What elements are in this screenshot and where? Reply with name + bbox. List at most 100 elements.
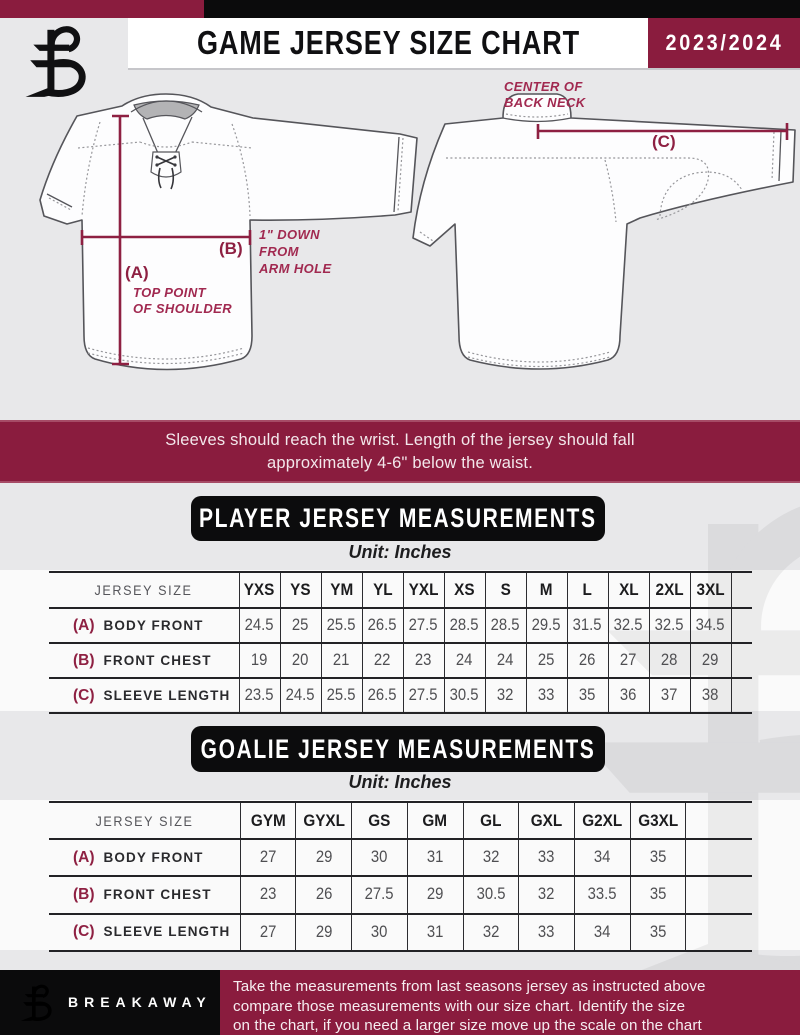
measurement-value: 29.5 [526, 607, 568, 643]
measurement-value: 31 [407, 837, 464, 877]
measurement-value: 34 [574, 912, 631, 952]
footer-instruction-line: compare those measurements with our size… [233, 997, 686, 1015]
measurement-key: (B) [73, 885, 95, 903]
player-size-table: JERSEY SIZE YXS YS YM YL YXL XS S M L XL 2XL 3XL (A) B… [49, 571, 752, 714]
armhole-note: 1" DOWN FROM ARM HOLE [259, 227, 332, 276]
measurement-value-text: 31 [426, 922, 444, 941]
measurement-value-text: 32.5 [655, 616, 684, 634]
measurement-value-text: 37 [661, 686, 678, 704]
measurement-value: 35 [630, 875, 687, 914]
footer-instruction-line: Take the measurements from last seasons … [233, 978, 706, 995]
measurement-value-text: 25.5 [327, 616, 356, 634]
measurement-row-label: (C) SLEEVE LENGTH [49, 677, 240, 714]
measurement-value: 25 [280, 607, 322, 643]
measurement-value: 30 [351, 912, 408, 952]
measurement-value-text: 23 [259, 885, 277, 904]
measurement-value: 27 [240, 837, 297, 877]
measurement-value-text: 31 [426, 848, 444, 867]
goalie-section-title: GOALIE JERSEY MEASUREMENTS [200, 733, 596, 764]
header-divider [128, 68, 800, 70]
measurement-value-text: 32 [497, 686, 514, 704]
top-accent-bar [0, 0, 800, 18]
fit-note-line: approximately 4-6" below the waist. [267, 453, 533, 472]
stub-cell [731, 607, 752, 643]
measurement-value: 33 [526, 677, 568, 714]
measurement-value-text: 25 [538, 651, 555, 669]
size-column-label: YS [290, 580, 311, 599]
measurement-row-label: (A) BODY FRONT [49, 837, 241, 877]
measurement-value: 33 [518, 912, 575, 952]
measurement-value: 35 [630, 837, 687, 877]
stub-cell [731, 642, 752, 678]
size-column-label: GYXL [302, 810, 345, 830]
measurement-value: 25.5 [321, 607, 363, 643]
title-bar: GAME JERSEY SIZE CHART [128, 18, 648, 68]
measurement-value: 20 [280, 642, 322, 678]
measurement-value: 35 [567, 677, 609, 714]
measurement-key: (A) [73, 848, 95, 866]
measurement-value: 23 [403, 642, 445, 678]
measurement-row-label: (A) BODY FRONT [49, 607, 240, 643]
measurement-row: (B) FRONT CHEST 19 20 21 22 23 24 24 25 26 27 28 29 [49, 642, 752, 678]
measurement-value-text: 32.5 [614, 616, 643, 634]
measurement-value: 22 [362, 642, 404, 678]
measurement-value: 28 [649, 642, 691, 678]
measurement-value: 28.5 [444, 607, 486, 643]
measurement-value: 32 [485, 677, 527, 714]
goalie-section-banner: GOALIE JERSEY MEASUREMENTS [191, 726, 605, 772]
goalie-unit-label: Unit: Inches [348, 772, 452, 792]
size-column-label: GXL [530, 810, 563, 830]
measurement-value: 24 [485, 642, 527, 678]
measurement-value: 19 [239, 642, 281, 678]
measurement-value-text: 29 [426, 885, 444, 904]
measurement-value-text: 35 [649, 885, 667, 904]
breakaway-footer-logo-icon [20, 981, 60, 1024]
measurement-value: 26.5 [362, 677, 404, 714]
size-column-xs: XS [444, 571, 486, 608]
measurement-row: (C) SLEEVE LENGTH 27 29 30 31 32 33 34 35 [49, 912, 752, 952]
measurement-value: 32.5 [649, 607, 691, 643]
measurement-value-text: 21 [333, 651, 350, 669]
size-column-yxs: YXS [239, 571, 281, 608]
measurement-row: (A) BODY FRONT 27 29 30 31 32 33 34 35 [49, 837, 752, 877]
measurement-value-text: 32 [482, 848, 500, 867]
footer-brand-block: BREAKAWAY [0, 970, 220, 1035]
size-column-yxl: YXL [403, 571, 445, 608]
size-column-label: L [582, 580, 593, 599]
measurement-value-text: 30.5 [476, 885, 506, 904]
stub-cell [731, 677, 752, 714]
size-column-gs: GS [351, 801, 408, 839]
measurement-value-text: 24 [456, 651, 473, 669]
measurement-value: 23 [240, 875, 297, 914]
measurement-row-label: (B) FRONT CHEST [49, 875, 241, 914]
footer-instruction-line: on the chart, if you need a larger size … [233, 1017, 702, 1034]
size-column-label: YM [330, 580, 353, 599]
measurement-value-text: 35 [579, 686, 596, 704]
measurement-value-text: 27.5 [409, 686, 438, 704]
size-column-label: 3XL [696, 580, 725, 599]
measurement-row: (B) FRONT CHEST 23 26 27.5 29 30.5 32 33.5 35 [49, 875, 752, 914]
size-column-gyxl: GYXL [295, 801, 353, 839]
measurement-value-text: 24.5 [245, 616, 274, 634]
size-column-label: XS [454, 580, 475, 599]
measurement-value: 31 [407, 912, 464, 952]
measurement-value-text: 25.5 [327, 686, 356, 704]
measurement-value: 24.5 [239, 607, 281, 643]
measurement-value: 32.5 [608, 607, 650, 643]
stub-cell [685, 837, 752, 877]
measurement-value-text: 27 [620, 651, 637, 669]
measurement-value: 29 [407, 875, 464, 914]
measurement-value-text: 22 [374, 651, 391, 669]
measurement-value: 27.5 [403, 607, 445, 643]
measurement-value: 33.5 [574, 875, 631, 914]
measurement-value-text: 28 [661, 651, 678, 669]
size-column-label: GL [480, 810, 502, 830]
measurement-value-text: 28.5 [491, 616, 520, 634]
measurement-value: 34.5 [690, 607, 732, 643]
measurement-value-text: 29 [702, 651, 719, 669]
measurement-row-label: (C) SLEEVE LENGTH [49, 912, 241, 952]
measurement-value: 27.5 [403, 677, 445, 714]
size-column-m: M [526, 571, 568, 608]
measurement-value-text: 23 [415, 651, 432, 669]
